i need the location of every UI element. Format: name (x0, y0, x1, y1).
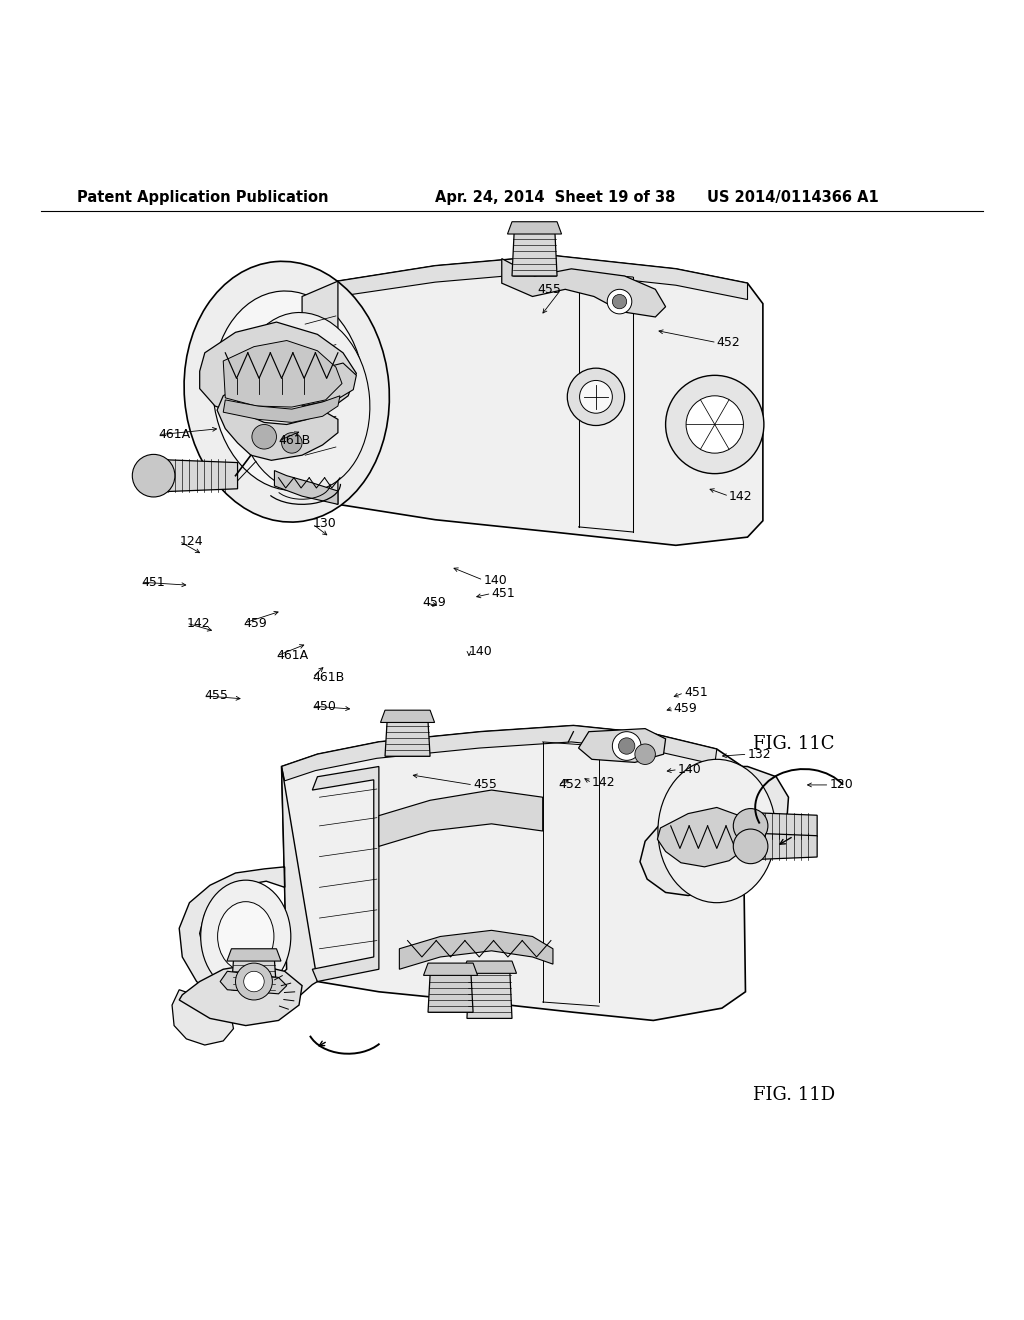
Text: 455: 455 (473, 779, 497, 792)
Polygon shape (463, 961, 516, 973)
Polygon shape (179, 767, 317, 1010)
Polygon shape (424, 964, 477, 975)
Text: 124: 124 (179, 535, 203, 548)
Polygon shape (302, 256, 748, 310)
Circle shape (618, 738, 635, 754)
Polygon shape (282, 726, 717, 781)
Polygon shape (200, 322, 356, 420)
Polygon shape (217, 384, 338, 461)
Circle shape (567, 368, 625, 425)
Polygon shape (223, 341, 342, 407)
Polygon shape (220, 972, 287, 994)
Text: 455: 455 (205, 689, 228, 702)
Polygon shape (302, 281, 338, 504)
Text: 140: 140 (483, 574, 507, 586)
Polygon shape (428, 972, 473, 1012)
Circle shape (607, 289, 632, 314)
Text: 461B: 461B (279, 434, 310, 447)
Text: 461A: 461A (276, 649, 308, 663)
Ellipse shape (213, 290, 365, 490)
Polygon shape (302, 256, 763, 545)
Text: FIG. 11C: FIG. 11C (753, 735, 835, 752)
Text: 461A: 461A (159, 428, 190, 441)
Circle shape (686, 396, 743, 453)
Polygon shape (282, 726, 745, 1020)
Text: FIG. 11D: FIG. 11D (753, 1086, 835, 1105)
Text: 452: 452 (717, 337, 740, 348)
Circle shape (612, 294, 627, 309)
Text: 140: 140 (678, 763, 701, 776)
Polygon shape (231, 957, 276, 990)
Text: 461B: 461B (312, 671, 344, 684)
Text: Apr. 24, 2014  Sheet 19 of 38: Apr. 24, 2014 Sheet 19 of 38 (435, 190, 676, 205)
Polygon shape (302, 363, 356, 407)
Text: 455: 455 (538, 282, 561, 296)
Circle shape (612, 731, 641, 760)
Polygon shape (385, 718, 430, 756)
Text: 451: 451 (141, 576, 165, 589)
Text: 459: 459 (674, 702, 697, 714)
Polygon shape (640, 767, 788, 895)
Polygon shape (512, 230, 557, 276)
Ellipse shape (237, 313, 370, 491)
Text: 142: 142 (592, 776, 615, 789)
Polygon shape (312, 767, 379, 982)
Polygon shape (508, 222, 561, 234)
Circle shape (733, 829, 768, 863)
Polygon shape (179, 964, 302, 1026)
Polygon shape (751, 813, 817, 840)
Circle shape (132, 454, 175, 496)
Polygon shape (381, 710, 434, 722)
Polygon shape (379, 791, 543, 846)
Polygon shape (399, 931, 553, 969)
Ellipse shape (184, 261, 389, 523)
Circle shape (252, 425, 276, 449)
Polygon shape (227, 949, 281, 961)
Ellipse shape (201, 880, 291, 993)
Circle shape (666, 375, 764, 474)
Circle shape (733, 809, 768, 843)
Text: 451: 451 (492, 587, 515, 599)
Text: 459: 459 (244, 616, 267, 630)
Text: 130: 130 (312, 517, 336, 531)
Text: 120: 120 (829, 779, 853, 792)
Polygon shape (223, 396, 340, 422)
Circle shape (244, 972, 264, 991)
Text: 450: 450 (312, 700, 336, 713)
Polygon shape (172, 990, 233, 1045)
Text: 452: 452 (558, 779, 582, 792)
Circle shape (635, 744, 655, 764)
Text: 142: 142 (729, 490, 753, 503)
Text: 451: 451 (684, 686, 708, 700)
Text: 459: 459 (422, 597, 445, 609)
Polygon shape (502, 259, 666, 317)
Polygon shape (467, 969, 512, 1019)
Circle shape (580, 380, 612, 413)
Circle shape (236, 964, 272, 1001)
Text: Patent Application Publication: Patent Application Publication (77, 190, 329, 205)
Polygon shape (154, 459, 238, 492)
Ellipse shape (217, 902, 274, 972)
Ellipse shape (657, 759, 776, 903)
Polygon shape (657, 808, 750, 867)
Text: 140: 140 (469, 645, 493, 659)
Polygon shape (751, 833, 817, 859)
Polygon shape (274, 470, 338, 504)
Text: 142: 142 (186, 616, 210, 630)
Text: 132: 132 (748, 747, 771, 760)
Text: US 2014/0114366 A1: US 2014/0114366 A1 (707, 190, 879, 205)
Circle shape (282, 433, 302, 453)
Polygon shape (579, 729, 666, 763)
